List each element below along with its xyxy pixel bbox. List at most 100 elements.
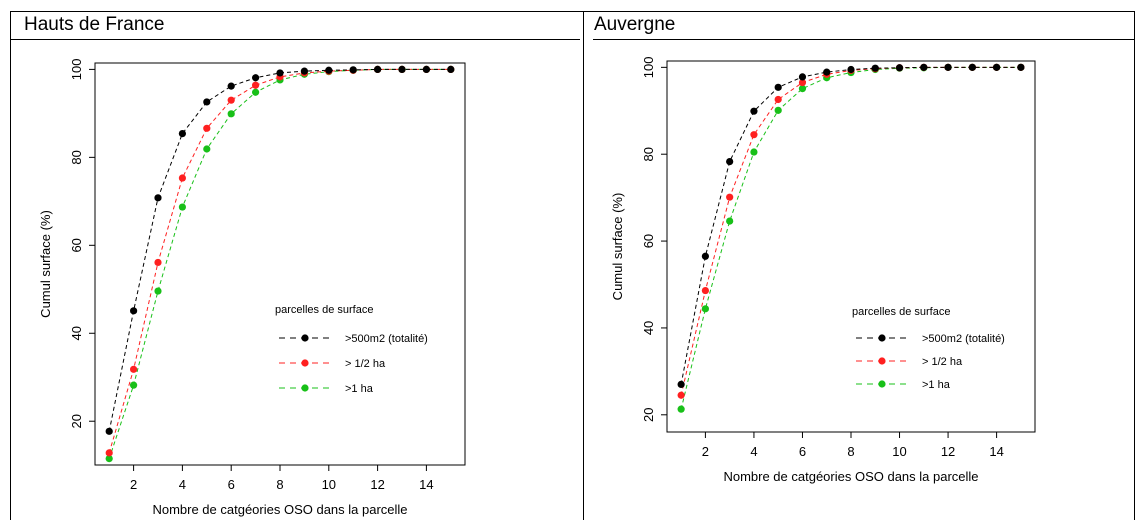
table-header-divider-right <box>593 39 1135 40</box>
x-axis-label: Nombre de catgéories OSO dans la parcell… <box>152 502 407 517</box>
data-point <box>252 81 260 89</box>
data-point <box>701 286 709 295</box>
data-point <box>130 381 138 389</box>
x-tick-label: 6 <box>228 477 235 492</box>
data-point <box>130 365 138 373</box>
data-point <box>774 83 782 91</box>
x-tick-label: 2 <box>702 444 709 459</box>
data-point <box>300 67 308 75</box>
data-point <box>774 106 782 114</box>
y-tick-label: 20 <box>641 408 656 422</box>
x-tick-label: 6 <box>799 444 806 459</box>
y-tick-label: 60 <box>641 234 656 248</box>
x-tick-label: 14 <box>989 444 1003 459</box>
data-point <box>227 82 235 90</box>
chart-auvergne: 2 4 6 8 10 12 14 20 40 60 80 100 Nombre de catgéorie… <box>610 56 1036 484</box>
data-point <box>677 405 685 413</box>
data-point <box>227 96 235 104</box>
table-header-divider <box>10 39 580 40</box>
data-point <box>871 64 879 72</box>
data-point <box>178 203 186 211</box>
figure-table <box>10 11 1135 520</box>
data-point <box>203 124 211 132</box>
chart-hauts-de-france: 2 4 6 8 10 12 14 20 40 60 80 100 Nombre de catgéorie… <box>38 59 466 517</box>
data-point <box>726 157 734 166</box>
panel-title-hauts-de-france: Hauts de France <box>24 14 165 35</box>
data-point <box>798 73 807 81</box>
y-tick-label: 80 <box>69 150 84 164</box>
data-point <box>276 69 284 77</box>
data-point <box>726 217 734 225</box>
data-point <box>227 110 235 118</box>
x-tick-label: 12 <box>370 477 384 492</box>
data-point <box>178 130 186 138</box>
legend-label: >500m2 (totalité) <box>345 333 428 345</box>
y-tick-label: 20 <box>69 414 84 428</box>
y-tick-label: 40 <box>641 321 656 335</box>
x-axis-label: Nombre de catgéories OSO dans la parcell… <box>723 469 978 484</box>
data-point <box>349 66 357 74</box>
legend-marker <box>301 359 309 367</box>
legend-marker <box>301 384 309 392</box>
y-axis-label: Cumul surface (%) <box>610 193 625 301</box>
data-point <box>895 64 904 72</box>
data-point <box>774 95 782 104</box>
data-point <box>968 63 976 71</box>
legend-marker <box>878 334 886 342</box>
x-tick-label: 10 <box>322 477 336 492</box>
plot-frame <box>666 60 1036 433</box>
legend-label: > 1/2 ha <box>922 356 963 368</box>
data-point <box>677 391 685 399</box>
data-point <box>993 63 1001 71</box>
panel-title-auvergne: Auvergne <box>594 14 676 35</box>
data-point <box>105 449 113 457</box>
series-line-1 <box>680 66 1021 396</box>
y-tick-label: 80 <box>641 147 656 161</box>
data-point <box>798 78 807 87</box>
legend-title: parcelles de surface <box>275 304 373 316</box>
data-point <box>447 65 455 73</box>
data-point <box>105 427 113 435</box>
table-middle-border <box>583 11 584 520</box>
data-point <box>920 63 928 71</box>
data-point <box>750 131 758 139</box>
y-axis-label: Cumul surface (%) <box>38 210 53 318</box>
x-tick-label: 10 <box>892 444 906 459</box>
legend-marker <box>878 380 886 388</box>
data-point <box>677 380 685 388</box>
x-tick-label: 12 <box>941 444 955 459</box>
data-point <box>944 63 952 71</box>
data-point <box>154 258 162 267</box>
series-line-1 <box>108 68 451 454</box>
plot-frame <box>94 62 466 466</box>
y-tick-label: 60 <box>69 238 84 252</box>
data-point <box>750 107 758 115</box>
legend-marker <box>301 334 309 342</box>
data-point <box>422 65 430 73</box>
x-tick-label: 4 <box>179 477 186 492</box>
data-point <box>701 305 709 313</box>
y-tick-label: 40 <box>69 326 84 340</box>
legend-marker <box>878 357 886 365</box>
x-tick-label: 4 <box>750 444 757 459</box>
data-point <box>1017 63 1025 71</box>
table-left-border <box>10 11 11 520</box>
table-right-border <box>1134 11 1135 520</box>
table-top-border <box>10 11 1135 12</box>
x-tick-label: 14 <box>419 477 433 492</box>
data-point <box>798 85 807 93</box>
data-point <box>701 252 709 260</box>
legend-title: parcelles de surface <box>852 306 950 318</box>
legend-label: >1 ha <box>922 379 951 391</box>
data-point <box>154 194 162 202</box>
x-tick-label: 8 <box>276 477 283 492</box>
legend-label: >1 ha <box>345 383 374 395</box>
data-point <box>154 287 162 295</box>
x-tick-label: 8 <box>847 444 854 459</box>
data-point <box>325 66 333 74</box>
data-point <box>105 455 113 463</box>
data-point <box>252 88 260 96</box>
data-point <box>203 145 211 153</box>
data-point <box>130 307 138 315</box>
data-point <box>750 148 758 156</box>
